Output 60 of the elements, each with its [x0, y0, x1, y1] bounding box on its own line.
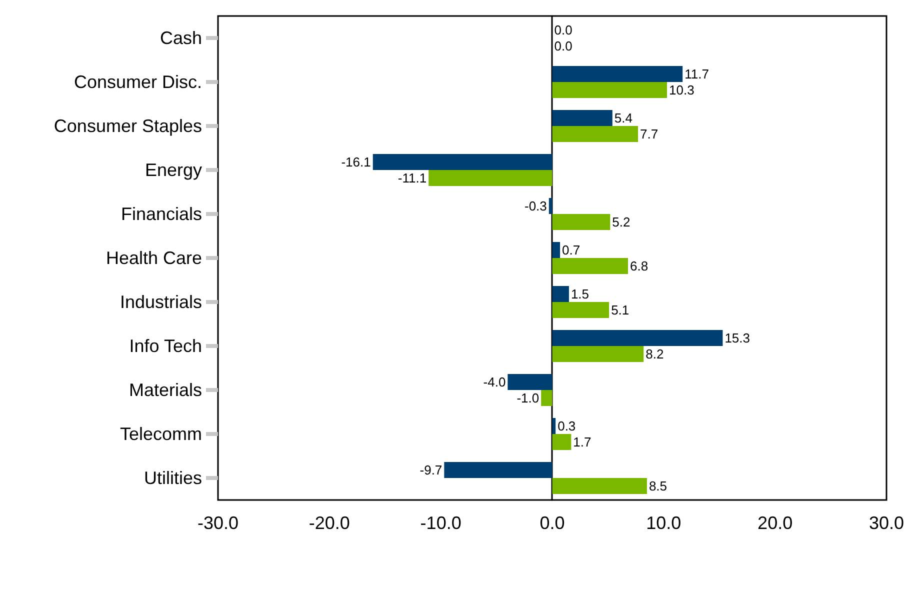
data-label: -16.1: [341, 154, 371, 170]
y-tick-label: Info Tech: [129, 336, 202, 356]
bar: [552, 346, 644, 362]
data-label: 0.3: [558, 418, 576, 434]
bar: [552, 478, 647, 494]
y-tick-label: Consumer Disc.: [74, 72, 202, 92]
bar: [372, 154, 552, 170]
y-tick-label: Cash: [160, 28, 202, 48]
bar: [552, 126, 638, 142]
y-tick-label: Telecomm: [120, 424, 202, 444]
y-tick-label: Energy: [144, 160, 202, 180]
x-tick-label: -20.0: [308, 513, 350, 533]
y-tick-label: Industrials: [120, 292, 202, 312]
data-label: 1.5: [570, 286, 590, 302]
bar: [552, 258, 628, 274]
data-label: 7.7: [640, 126, 658, 142]
x-tick-label: 20.0: [758, 513, 793, 533]
data-label: 5.2: [612, 214, 630, 230]
bar: [552, 82, 667, 98]
bar: [541, 390, 552, 406]
data-label: 10.3: [669, 82, 694, 98]
data-label: 5.1: [611, 302, 630, 318]
data-label: -9.7: [420, 462, 442, 478]
bar: [444, 462, 552, 478]
bar: [552, 242, 560, 258]
y-tick-label: Financials: [120, 204, 202, 224]
y-tick-label: Health Care: [106, 248, 202, 268]
data-label: 0.0: [554, 38, 572, 54]
x-tick-label: 0.0: [540, 513, 565, 533]
bar: [552, 286, 569, 302]
y-tick-label: Materials: [128, 380, 202, 400]
bar: [428, 170, 552, 186]
data-label: 15.3: [724, 330, 750, 346]
y-tick-label: Consumer Staples: [54, 116, 202, 136]
data-label: 1.7: [573, 434, 592, 450]
bar: [552, 330, 723, 346]
data-label: -4.0: [483, 374, 506, 390]
bar: [552, 434, 572, 450]
data-label: 11.7: [684, 66, 709, 82]
bar: [552, 66, 683, 82]
data-label: 0.7: [562, 242, 580, 258]
data-label: 6.8: [630, 258, 648, 274]
bar: [552, 302, 610, 318]
data-label: 5.4: [614, 110, 632, 126]
x-tick-label: -10.0: [420, 513, 462, 533]
x-tick-label: 10.0: [646, 513, 682, 533]
data-label: 0.0: [554, 22, 572, 38]
data-label: 8.5: [648, 478, 668, 494]
bar: [552, 110, 612, 126]
bar: [552, 214, 610, 230]
bar: [552, 418, 556, 434]
x-tick-label: -30.0: [197, 513, 239, 533]
data-label: -11.1: [398, 170, 427, 186]
bar: [508, 374, 552, 390]
data-label: 8.2: [646, 346, 664, 362]
x-tick-label: 30.0: [868, 513, 904, 533]
data-label: -1.0: [516, 390, 540, 406]
y-tick-label: Utilities: [144, 468, 202, 488]
bar: [548, 198, 552, 214]
data-label: -0.3: [524, 198, 547, 214]
